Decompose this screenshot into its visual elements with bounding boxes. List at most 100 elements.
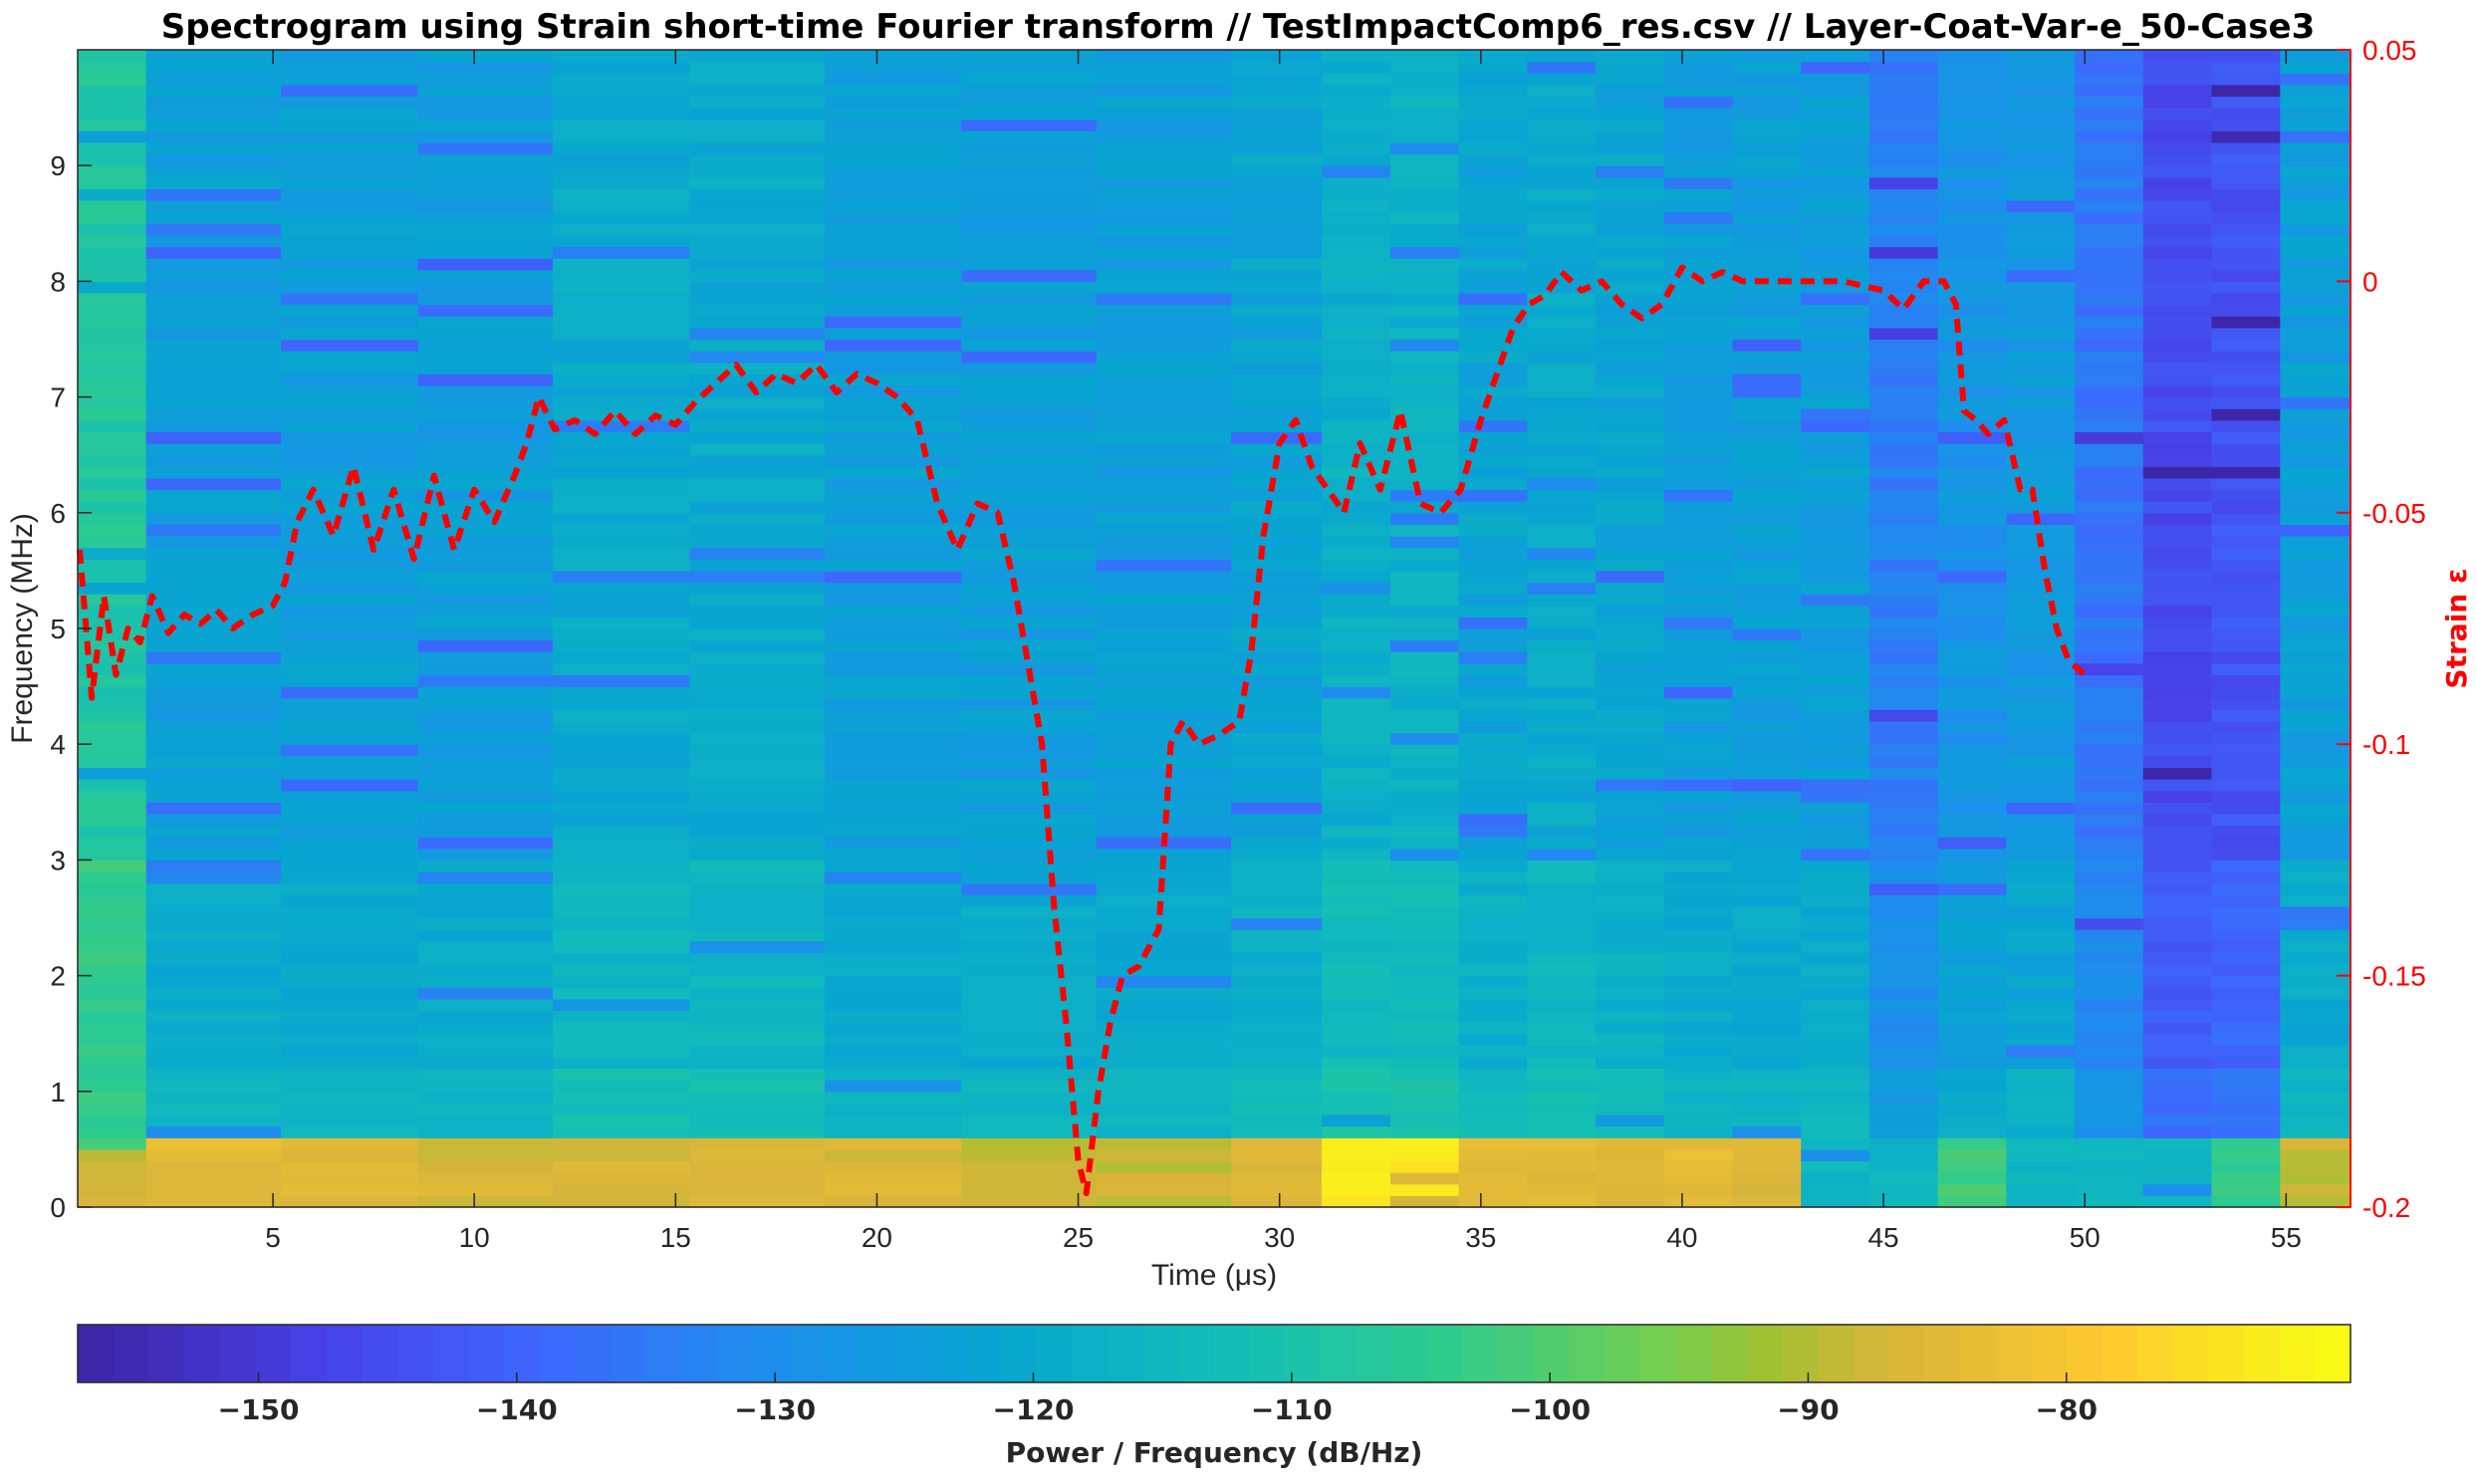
spectrogram-cell: [417, 339, 554, 352]
colorbar-segment: [326, 1325, 363, 1382]
spectrogram-cell: [553, 281, 690, 294]
spectrogram-cell: [553, 882, 690, 895]
spectrogram-cell: [1868, 1080, 1939, 1093]
spectrogram-cell: [2142, 1033, 2213, 1046]
spectrogram-cell: [1458, 431, 1528, 444]
spectrogram-cell: [2280, 1125, 2352, 1138]
spectrogram-cell: [1663, 905, 1734, 919]
spectrogram-cell: [2006, 327, 2076, 341]
spectrogram-cell: [553, 755, 690, 768]
spectrogram-cell: [2075, 1172, 2144, 1185]
spectrogram-cell: [1732, 130, 1802, 143]
spectrogram-cell: [824, 223, 962, 236]
spectrogram-cell: [417, 917, 554, 930]
spectrogram-cell: [553, 860, 690, 872]
spectrogram-cell: [145, 1091, 282, 1104]
spectrogram-cell: [1732, 917, 1802, 930]
spectrogram-cell: [1322, 512, 1391, 525]
spectrogram-cell: [961, 269, 1098, 282]
spectrogram-cell: [1322, 940, 1391, 953]
spectrogram-cell: [961, 293, 1098, 306]
spectrogram-cell: [1663, 73, 1734, 86]
spectrogram-cell: [1868, 362, 1939, 374]
spectrogram-cell: [2075, 373, 2144, 386]
spectrogram-cell: [1231, 524, 1323, 537]
spectrogram-cell: [1458, 987, 1528, 1000]
spectrogram-cell: [2142, 477, 2213, 491]
spectrogram-cell: [1732, 779, 1802, 792]
spectrogram-cell: [553, 443, 690, 456]
colorbar-segment: [859, 1325, 895, 1382]
spectrogram-cell: [2142, 351, 2213, 364]
spectrogram-cell: [281, 61, 419, 74]
spectrogram-cell: [1937, 536, 2007, 549]
spectrogram-cell: [2211, 605, 2281, 618]
spectrogram-cell: [145, 512, 282, 525]
spectrogram-cell: [1389, 1103, 1460, 1115]
spectrogram-cell: [1527, 779, 1597, 792]
spectrogram-cell: [1937, 1195, 2007, 1208]
spectrogram-cell: [1732, 837, 1802, 850]
spectrogram-cell: [1458, 524, 1528, 537]
spectrogram-cell: [2142, 674, 2213, 687]
spectrogram-cell: [1801, 431, 1870, 444]
spectrogram-cell: [824, 674, 962, 687]
spectrogram-cell: [417, 1033, 554, 1046]
spectrogram-cell: [1458, 304, 1528, 317]
spectrogram-cell: [1596, 594, 1665, 607]
spectrogram-cell: [1322, 1091, 1391, 1104]
spectrogram-cell: [2211, 952, 2281, 965]
spectrogram-cell: [689, 998, 826, 1011]
spectrogram-cell: [78, 188, 147, 201]
spectrogram-cell: [1732, 119, 1802, 131]
spectrogram-cell: [78, 443, 147, 456]
spectrogram-cell: [1389, 952, 1460, 965]
spectrogram-cell: [961, 512, 1098, 525]
spectrogram-cell: [281, 1033, 419, 1046]
spectrogram-cell: [1937, 142, 2007, 155]
spectrogram-cell: [1868, 755, 1939, 768]
spectrogram-cell: [1663, 1056, 1734, 1070]
spectrogram-cell: [1389, 998, 1460, 1011]
spectrogram-cell: [1801, 316, 1870, 329]
spectrogram-cell: [1322, 293, 1391, 306]
spectrogram-cell: [145, 1125, 282, 1138]
colorbar-tick-label: −130: [734, 1393, 816, 1426]
spectrogram-cell: [281, 848, 419, 861]
spectrogram-cell: [1937, 755, 2007, 768]
spectrogram-cell: [281, 894, 419, 907]
spectrogram-cell: [1596, 50, 1665, 63]
spectrogram-cell: [2142, 188, 2213, 201]
spectrogram-cell: [281, 153, 419, 166]
spectrogram-cell: [2280, 639, 2352, 652]
spectrogram-cell: [145, 975, 282, 988]
spectrogram-cell: [1527, 1172, 1597, 1185]
spectrogram-cell: [961, 200, 1098, 213]
spectrogram-cell: [689, 130, 826, 143]
spectrogram-cell: [145, 431, 282, 444]
spectrogram-cell: [1596, 119, 1665, 131]
spectrogram-cell: [145, 894, 282, 907]
spectrogram-cell: [1937, 281, 2007, 294]
spectrogram-cell: [1732, 362, 1802, 374]
spectrogram-cell: [1389, 825, 1460, 838]
spectrogram-cell: [417, 281, 554, 294]
spectrogram-cell: [2075, 882, 2144, 895]
spectrogram-cell: [1458, 732, 1528, 745]
spectrogram-cell: [1231, 269, 1323, 282]
colorbar-segment: [2031, 1325, 2068, 1382]
spectrogram-cell: [2211, 477, 2281, 491]
spectrogram-cell: [417, 860, 554, 872]
spectrogram-cell: [1096, 605, 1232, 618]
spectrogram-cell: [2142, 119, 2213, 131]
spectrogram-cell: [1801, 662, 1870, 676]
spectrogram-cell: [1937, 385, 2007, 398]
spectrogram-cell: [1596, 1195, 1665, 1208]
spectrogram-cell: [1527, 975, 1597, 988]
spectrogram-cell: [78, 211, 147, 224]
spectrogram-cell: [553, 594, 690, 607]
spectrogram-cell: [1663, 1137, 1734, 1150]
spectrogram-cell: [961, 108, 1098, 121]
spectrogram-cell: [2075, 1010, 2144, 1023]
spectrogram-cell: [1231, 362, 1323, 374]
